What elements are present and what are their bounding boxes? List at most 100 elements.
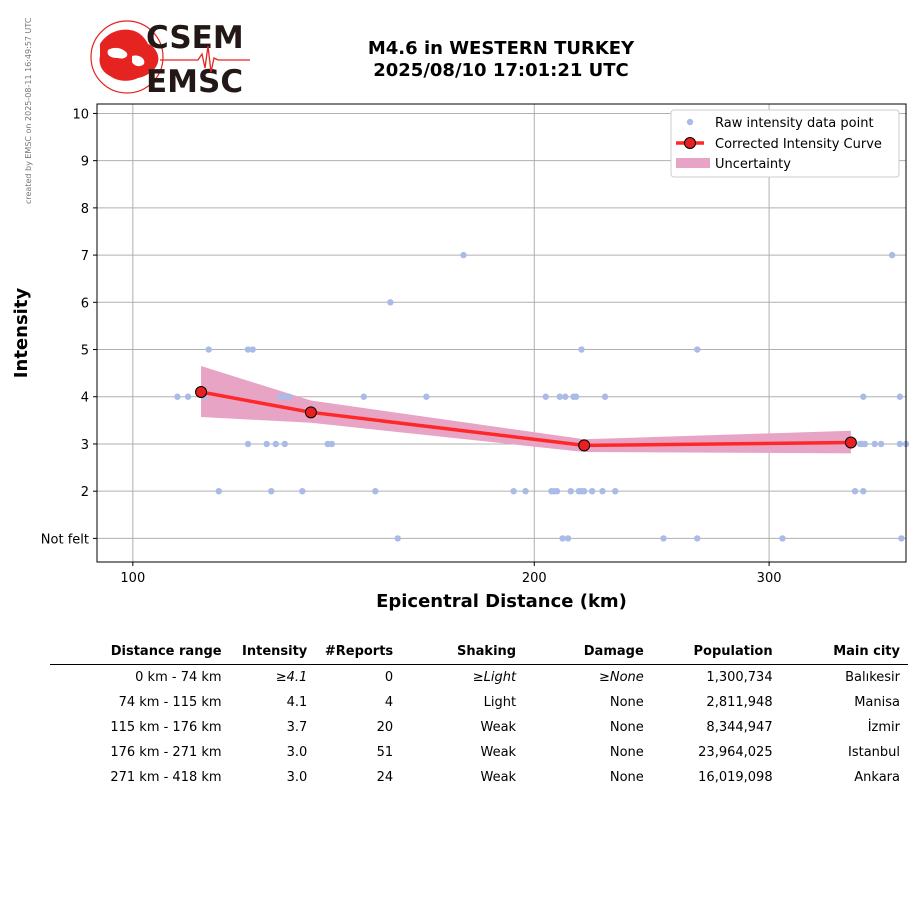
x-tick-label: 100 — [120, 571, 145, 586]
raw-data-point — [460, 251, 467, 259]
raw-data-point — [542, 393, 549, 400]
cell-intensity: 3.0 — [286, 745, 308, 760]
cell-damage: None — [609, 695, 644, 710]
raw-data-point — [601, 393, 609, 400]
cell-shaking: Light — [483, 695, 517, 710]
cell-intensity: 4.1 — [286, 695, 308, 710]
cell-population: 16,019,098 — [698, 770, 773, 785]
raw-data-point — [205, 346, 212, 353]
header-intensity: Intensity — [242, 643, 308, 659]
raw-data-point — [861, 440, 869, 448]
raw-data-point — [898, 535, 905, 542]
cell-population: 2,811,948 — [706, 695, 773, 710]
title-line-event: M4.6 in WESTERN TURKEY — [367, 38, 635, 59]
legend-curve-label: Corrected Intensity Curve — [715, 137, 882, 152]
legend-box — [670, 109, 900, 178]
legend-raw-marker — [686, 118, 694, 126]
cell-damage: ≥None — [598, 670, 644, 685]
raw-data-point — [851, 487, 859, 495]
intensity-table: Distance range Intensity #Reports Shakin… — [50, 638, 908, 790]
legend-band-label: Uncertainty — [715, 157, 791, 172]
header-main-city: Main city — [833, 643, 900, 659]
raw-data-point — [860, 487, 867, 495]
raw-data-point — [510, 487, 517, 495]
plot-frame — [96, 103, 907, 563]
raw-data-point — [522, 487, 529, 495]
cell-intensity: 3.0 — [286, 770, 308, 785]
cell-range: 115 km - 176 km — [110, 720, 222, 735]
x-tick-label: 300 — [757, 571, 782, 586]
raw-data-point — [249, 346, 256, 353]
y-tick-label: 5 — [81, 344, 89, 359]
cell-damage: None — [609, 770, 644, 785]
raw-data-point — [244, 440, 252, 448]
cell-reports: 51 — [376, 745, 394, 760]
raw-data-point — [553, 487, 561, 495]
raw-data-point — [299, 487, 306, 495]
y-tick-label: 8 — [81, 202, 89, 217]
legend-band-swatch — [676, 158, 710, 168]
y-tick-label: 7 — [81, 249, 89, 264]
cell-city: Istanbul — [847, 745, 900, 760]
raw-data-point — [694, 346, 701, 353]
raw-data-point — [896, 440, 904, 448]
cell-city: Ankara — [854, 770, 900, 785]
raw-data-point — [660, 535, 667, 542]
csem-emsc-logo: CSEM EMSC — [90, 20, 250, 100]
cell-intensity: 3.7 — [286, 720, 308, 735]
cell-city: Balıkesir — [845, 670, 900, 685]
cell-range: 74 km - 115 km — [118, 695, 222, 710]
header-distance: Distance range — [110, 643, 222, 659]
cell-population: 23,964,025 — [698, 745, 773, 760]
raw-data-point — [599, 487, 606, 495]
raw-data-point — [888, 251, 896, 259]
cell-range: 271 km - 418 km — [110, 770, 222, 785]
raw-data-point — [559, 535, 566, 542]
intensity-chart: Not felt 2 3 4 5 6 7 8 9 10 100 200 300 Epicentral Di… — [11, 103, 910, 612]
table-row: 176 km - 271 km 3.0 51 Weak None 23,964,… — [50, 740, 908, 765]
table-row: 115 km - 176 km 3.7 20 Weak None 8,344,9… — [50, 715, 908, 740]
curve-marker — [304, 406, 317, 419]
cell-damage: None — [609, 745, 644, 760]
raw-data-point — [277, 393, 284, 400]
raw-data-point — [779, 535, 786, 542]
cell-reports: 24 — [376, 770, 394, 785]
y-tick-label: 9 — [81, 155, 89, 170]
curve-marker — [578, 439, 591, 452]
header-reports: #Reports — [324, 643, 394, 659]
cell-range: 176 km - 271 km — [110, 745, 222, 760]
chart-title: M4.6 in WESTERN TURKEY 2025/08/10 17:01:… — [300, 38, 702, 82]
raw-data-point — [387, 299, 394, 306]
y-axis-label: Intensity — [11, 288, 32, 379]
x-axis-label: Epicentral Distance (km) — [376, 591, 627, 612]
raw-data-point — [244, 346, 252, 353]
cell-city: İzmir — [867, 720, 900, 735]
cell-shaking: ≥Light — [472, 670, 517, 685]
table-row: 0 km - 74 km ≥4.1 0 ≥Light ≥None 1,300,7… — [50, 665, 908, 691]
raw-data-point — [286, 393, 293, 400]
y-tick-label: 3 — [81, 438, 89, 453]
raw-data-point — [877, 440, 885, 448]
cell-shaking: Weak — [480, 720, 517, 735]
y-tick-label: 6 — [81, 296, 89, 311]
curve-marker — [844, 436, 857, 449]
cell-intensity: ≥4.1 — [275, 670, 308, 685]
header-shaking: Shaking — [457, 643, 517, 659]
cell-reports: 20 — [376, 720, 394, 735]
header-population: Population — [693, 643, 773, 659]
raw-data-point — [572, 393, 580, 400]
title-line-time: 2025/08/10 17:01:21 UTC — [373, 60, 629, 81]
corrected-intensity-curve — [200, 390, 851, 448]
curve-marker — [195, 386, 208, 399]
cell-damage: None — [609, 720, 644, 735]
cell-range: 0 km - 74 km — [135, 670, 222, 685]
raw-data-point — [556, 393, 563, 400]
raw-data-point — [184, 393, 192, 400]
x-tick-label: 200 — [522, 571, 547, 586]
raw-data-point — [372, 487, 379, 495]
raw-data-point — [588, 487, 596, 495]
cell-reports: 0 — [384, 670, 394, 685]
legend-raw-label: Raw intensity data point — [715, 116, 874, 131]
cell-population: 1,300,734 — [706, 670, 773, 685]
raw-data-point — [580, 487, 588, 495]
